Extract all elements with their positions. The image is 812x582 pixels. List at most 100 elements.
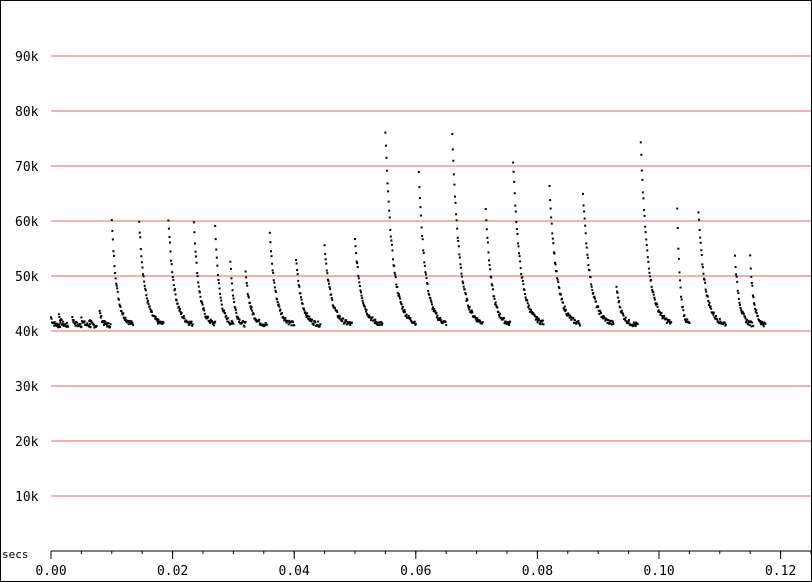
data-point: [271, 262, 274, 265]
data-point: [215, 256, 218, 259]
data-point: [393, 265, 396, 268]
data-point: [78, 324, 81, 327]
data-point: [751, 284, 754, 287]
data-point: [338, 317, 341, 320]
data-point: [288, 319, 291, 322]
data-point: [116, 290, 119, 293]
data-point: [706, 295, 709, 298]
data-point: [700, 249, 703, 252]
data-point: [562, 307, 565, 310]
data-point: [264, 321, 267, 324]
data-point: [489, 275, 492, 278]
data-point: [753, 302, 755, 305]
data-point: [595, 300, 598, 303]
data-point: [357, 277, 360, 280]
data-point: [121, 312, 124, 315]
data-point: [661, 317, 664, 320]
data-point: [565, 313, 568, 316]
data-point: [521, 276, 524, 279]
data-point: [475, 320, 478, 323]
data-point: [348, 321, 351, 324]
data-point: [347, 322, 350, 325]
data-point: [401, 305, 404, 308]
data-point: [296, 269, 299, 272]
data-point: [756, 314, 759, 317]
data-point: [588, 269, 591, 272]
data-point: [702, 272, 705, 275]
data-point: [385, 156, 388, 159]
data-point: [660, 314, 663, 317]
data-point: [537, 319, 540, 322]
data-point: [231, 289, 234, 292]
data-point: [586, 253, 589, 256]
data-point: [354, 245, 357, 248]
data-point: [507, 323, 510, 326]
data-point: [486, 236, 489, 239]
data-point: [329, 287, 332, 290]
data-point: [290, 324, 293, 327]
data-point: [234, 306, 237, 309]
data-point: [574, 319, 577, 322]
data-point: [592, 291, 595, 294]
data-point: [217, 278, 220, 281]
data-point: [712, 311, 715, 314]
data-point: [245, 282, 248, 285]
data-point: [424, 273, 427, 276]
data-point: [393, 271, 396, 274]
data-point: [495, 304, 498, 307]
data-point: [747, 323, 750, 326]
data-point: [569, 315, 572, 318]
data-point: [323, 244, 326, 247]
data-point: [371, 316, 374, 319]
data-point: [632, 324, 635, 327]
data-point: [490, 276, 493, 279]
data-point: [752, 325, 755, 328]
data-point: [297, 284, 300, 287]
data-point: [572, 317, 575, 320]
data-point: [519, 267, 522, 270]
data-point: [460, 272, 463, 275]
data-point: [454, 201, 457, 204]
data-point: [176, 302, 179, 305]
data-point: [724, 324, 727, 327]
data-point: [541, 323, 544, 326]
data-point: [653, 298, 656, 301]
data-point: [762, 325, 765, 328]
data-point: [303, 309, 306, 312]
data-point: [606, 321, 609, 324]
data-point: [171, 276, 174, 279]
data-point: [549, 199, 552, 202]
data-point: [249, 305, 252, 308]
data-point: [746, 322, 749, 325]
data-point: [150, 310, 153, 313]
data-point: [131, 322, 134, 325]
data-point: [75, 320, 78, 323]
data-point: [476, 318, 479, 321]
data-point: [648, 271, 651, 274]
data-point: [199, 295, 202, 298]
data-point: [324, 258, 327, 261]
data-point: [435, 316, 438, 319]
data-point: [468, 305, 471, 308]
data-point: [625, 320, 628, 323]
x-tick-labels: 0.00 0.02 0.04 0.06 0.08 0.10 0.12: [35, 564, 796, 579]
data-point: [200, 300, 203, 303]
data-point: [487, 251, 490, 254]
data-point: [418, 186, 421, 189]
data-point: [390, 239, 393, 242]
data-point: [337, 314, 340, 317]
data-point: [645, 238, 648, 241]
data-point: [414, 322, 417, 325]
data-point: [83, 321, 86, 324]
y-tick-label: 50k: [15, 270, 39, 285]
data-point: [405, 313, 408, 316]
data-point: [58, 323, 61, 326]
data-point: [144, 287, 147, 290]
data-point: [603, 317, 606, 320]
data-point: [270, 255, 273, 258]
data-point: [243, 325, 246, 328]
data-point: [273, 281, 276, 284]
data-point: [627, 320, 630, 323]
data-point: [211, 323, 214, 326]
